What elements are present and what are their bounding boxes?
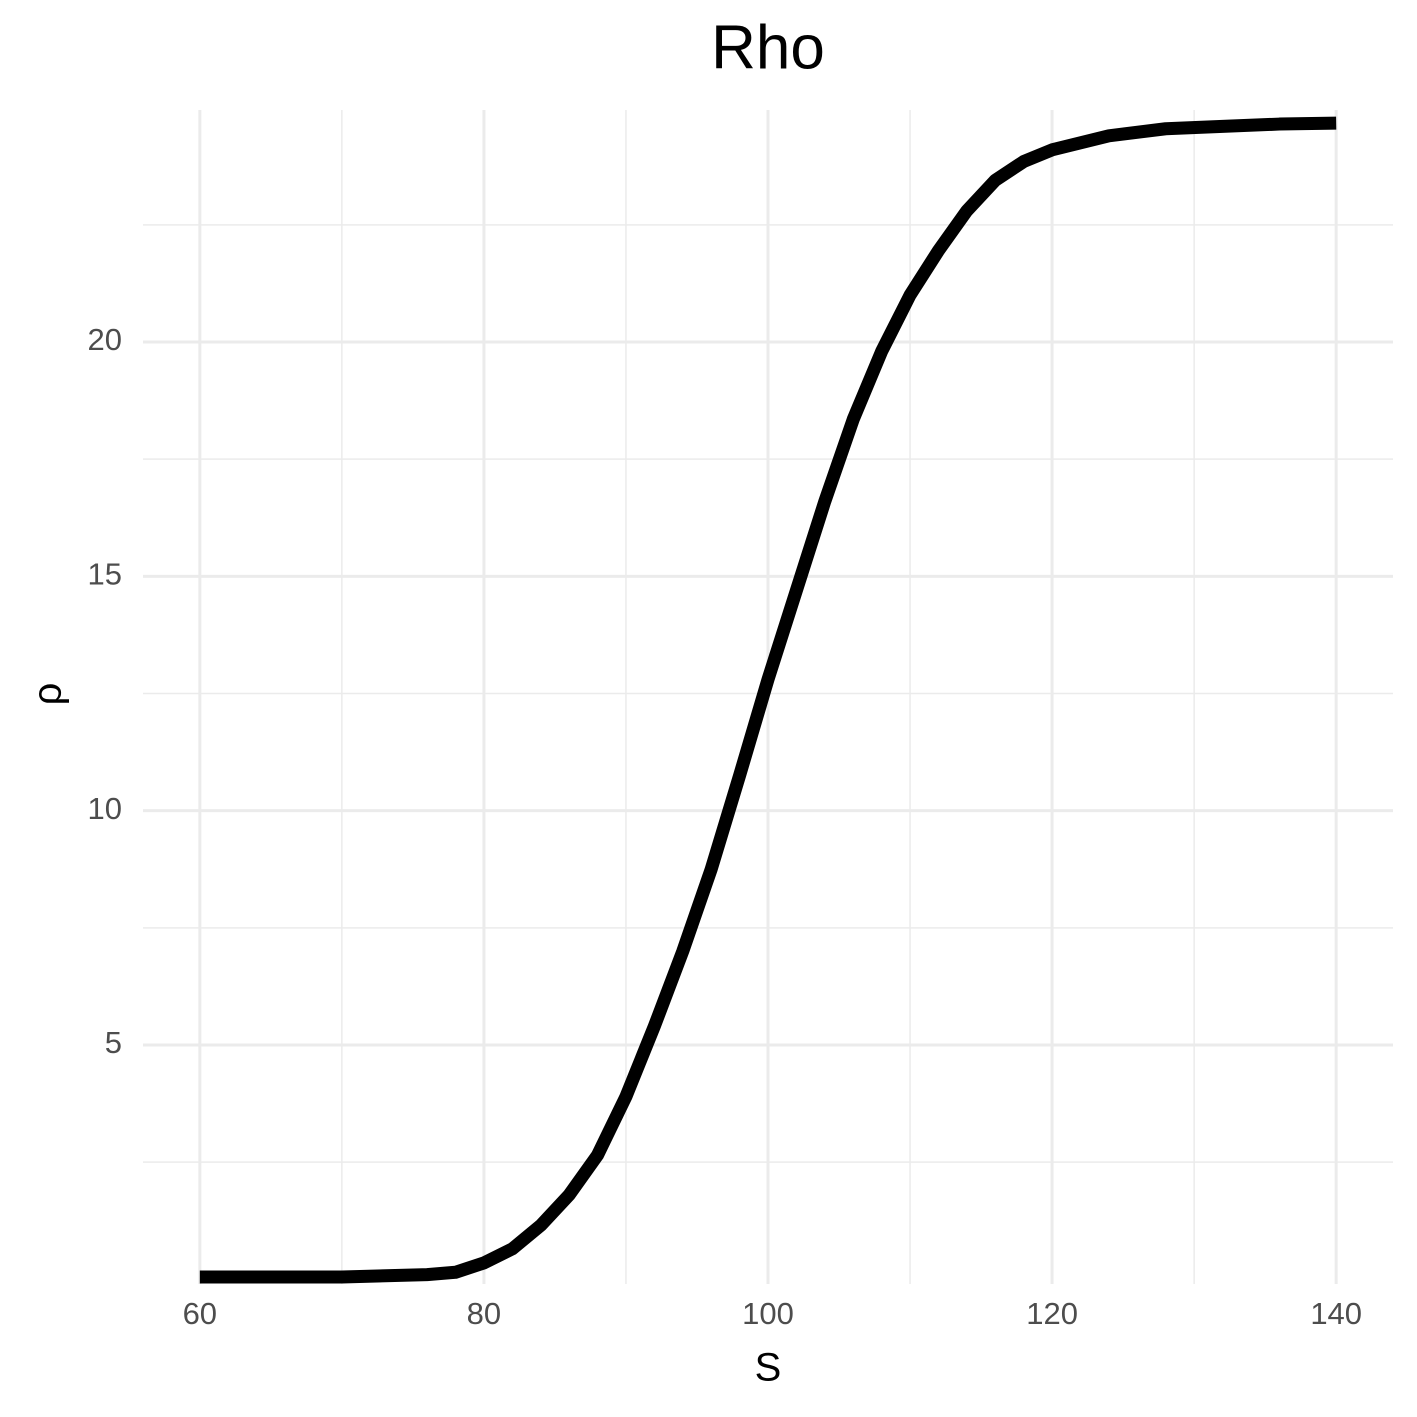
y-tick-label: 20 <box>88 322 122 357</box>
x-axis-label: S <box>755 1346 782 1390</box>
x-tick-label: 80 <box>467 1296 501 1331</box>
y-tick-label: 15 <box>88 557 122 592</box>
y-tick-label: 5 <box>105 1025 122 1060</box>
x-tick-label: 100 <box>742 1296 794 1331</box>
line <box>199 116 1337 1284</box>
y-axis-label: ρ <box>26 683 70 706</box>
x-tick-label: 120 <box>1026 1296 1078 1331</box>
chart-title: Rho <box>711 13 825 82</box>
y-tick-label: 10 <box>88 791 122 826</box>
x-tick-label: 140 <box>1310 1296 1362 1331</box>
x-tick-label: 60 <box>183 1296 217 1331</box>
